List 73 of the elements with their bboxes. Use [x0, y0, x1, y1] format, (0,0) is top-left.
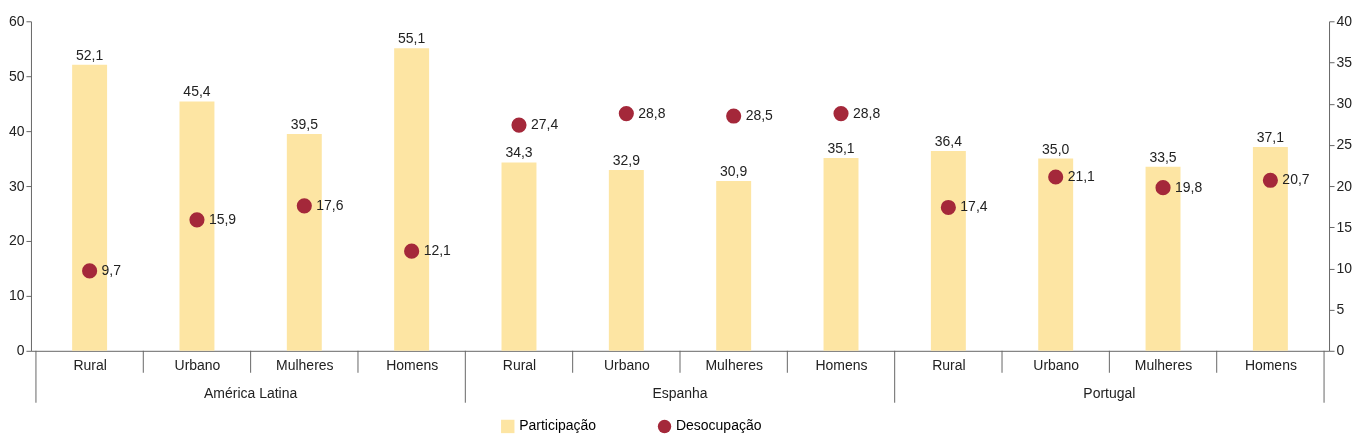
- data-label: 52,1: [76, 46, 104, 63]
- point: [296, 198, 312, 214]
- data-label: 36,4: [934, 132, 963, 149]
- data-label: 20,7: [1282, 171, 1310, 188]
- y-tick-label: 40: [8, 122, 25, 139]
- data-label: 9,7: [101, 261, 122, 278]
- x-tick-label: Mulheres: [1134, 357, 1193, 374]
- data-label: 15,9: [208, 210, 237, 227]
- data-label: 55,1: [398, 30, 426, 47]
- text: Espanha: [652, 384, 708, 401]
- bar: [716, 181, 752, 351]
- point: [511, 117, 527, 133]
- point: [833, 106, 849, 122]
- x-tick-label: Rural: [502, 357, 537, 374]
- y2-tick-label: 35: [1336, 53, 1353, 70]
- data-label: 35,1: [827, 140, 855, 157]
- x-tick-label: Urbano: [174, 357, 221, 374]
- data-label: 33,5: [1149, 148, 1177, 165]
- y2-tick-label: 40: [1336, 12, 1353, 29]
- bar: [823, 158, 859, 351]
- data-label: 27,4: [530, 116, 559, 133]
- y2-tick-label: 20: [1336, 177, 1353, 194]
- point: [1262, 172, 1278, 188]
- point: [1048, 169, 1064, 185]
- legend-label: Desocupação: [676, 417, 762, 434]
- point: [618, 106, 634, 122]
- data-label: 34,3: [505, 144, 533, 161]
- y2-tick-label: 10: [1336, 259, 1353, 276]
- x-tick-label: Rural: [73, 357, 107, 374]
- text: América Latina: [204, 384, 298, 401]
- data-label: 37,1: [1256, 129, 1285, 146]
- bar: [608, 170, 644, 351]
- data-label: 28,8: [853, 104, 881, 121]
- point: [404, 243, 420, 259]
- data-label: 17,6: [316, 196, 344, 213]
- point: [82, 263, 98, 279]
- y2-tick-label: 25: [1336, 136, 1353, 153]
- y-tick-label: 60: [8, 12, 25, 29]
- data-label: 45,4: [183, 83, 211, 100]
- bar: [501, 162, 537, 351]
- data-label: 30,9: [720, 163, 748, 180]
- data-label: 39,5: [290, 115, 319, 132]
- y2-tick-label: 0: [1336, 342, 1345, 359]
- data-label: 19,8: [1175, 178, 1203, 195]
- point: [189, 212, 205, 228]
- data-label: 35,0: [1042, 140, 1070, 157]
- point: [940, 199, 956, 216]
- data-label: 12,1: [423, 242, 452, 259]
- data-label: 28,5: [745, 107, 774, 124]
- y2-tick-label: 30: [1336, 95, 1353, 112]
- y-tick-label: 10: [8, 287, 25, 304]
- x-tick-label: Urbano: [1033, 357, 1080, 374]
- y-tick-label: 50: [8, 67, 25, 84]
- point: [726, 108, 742, 124]
- x-tick-label: Urbano: [603, 357, 650, 374]
- data-label: 17,4: [960, 198, 988, 215]
- data-label: 28,8: [638, 104, 666, 121]
- y2-tick-label: 15: [1336, 218, 1353, 235]
- y2-tick-label: 5: [1336, 301, 1345, 318]
- x-tick-label: Homens: [386, 357, 439, 374]
- x-tick-label: Mulheres: [276, 357, 334, 374]
- data-label: 21,1: [1067, 167, 1096, 184]
- legend-label: Participação: [519, 417, 597, 434]
- x-tick-label: Mulheres: [705, 357, 763, 374]
- text: Portugal: [1083, 384, 1136, 401]
- y-tick-label: 20: [8, 232, 25, 249]
- x-tick-label: Rural: [932, 357, 966, 374]
- point: [1155, 180, 1171, 196]
- y-tick-label: 0: [16, 342, 25, 359]
- x-tick-label: Homens: [815, 357, 868, 374]
- x-tick-label: Homens: [1244, 357, 1297, 374]
- data-label: 32,9: [612, 152, 641, 169]
- y-tick-label: 30: [8, 177, 25, 194]
